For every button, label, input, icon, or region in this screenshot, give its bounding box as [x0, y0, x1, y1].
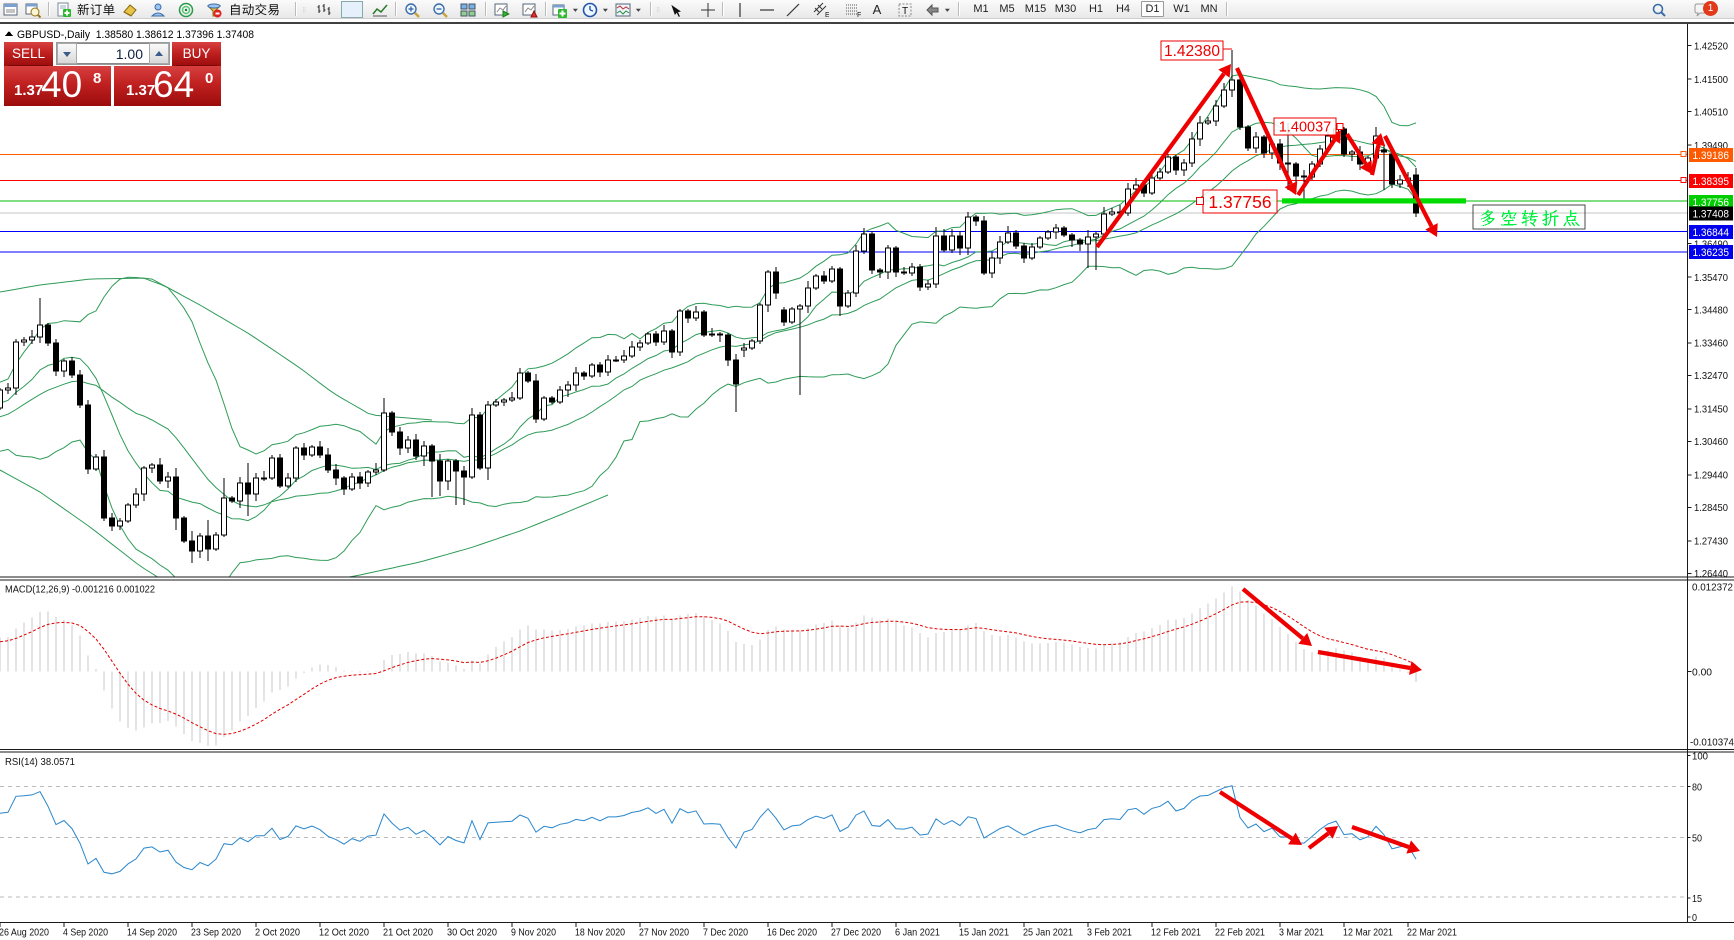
svg-text:18 Nov 2020: 18 Nov 2020	[575, 927, 625, 939]
svg-text:1.37756: 1.37756	[1208, 192, 1271, 212]
svg-text:23 Sep 2020: 23 Sep 2020	[191, 927, 241, 939]
svg-text:7 Dec 2020: 7 Dec 2020	[703, 927, 748, 939]
svg-text:1.41500: 1.41500	[1694, 74, 1728, 86]
svg-text:22 Feb 2021: 22 Feb 2021	[1215, 927, 1265, 939]
svg-text:1.38395: 1.38395	[1693, 176, 1730, 188]
svg-text:1.40037: 1.40037	[1279, 120, 1331, 136]
svg-text:1.26440: 1.26440	[1694, 568, 1728, 580]
svg-text:1.33460: 1.33460	[1694, 338, 1728, 350]
svg-text:15 Jan 2021: 15 Jan 2021	[959, 927, 1009, 939]
svg-text:15: 15	[1692, 893, 1702, 905]
svg-text:F: F	[857, 12, 861, 18]
svg-text:1.42520: 1.42520	[1694, 40, 1728, 52]
svg-text:1.34480: 1.34480	[1694, 304, 1728, 316]
svg-text:1.39186: 1.39186	[1693, 150, 1730, 162]
svg-text:27 Nov 2020: 27 Nov 2020	[639, 927, 689, 939]
svg-text:21 Oct 2020: 21 Oct 2020	[383, 927, 433, 939]
svg-text:12 Feb 2021: 12 Feb 2021	[1151, 927, 1201, 939]
svg-text:0.00: 0.00	[1692, 667, 1712, 679]
svg-text:-0.010374: -0.010374	[1690, 737, 1734, 749]
svg-text:1.36844: 1.36844	[1693, 227, 1730, 239]
svg-text:1.28450: 1.28450	[1694, 502, 1728, 514]
svg-text:27 Dec 2020: 27 Dec 2020	[831, 927, 881, 939]
svg-text:T: T	[902, 6, 908, 17]
svg-text:30 Oct 2020: 30 Oct 2020	[447, 927, 497, 939]
svg-text:1.32470: 1.32470	[1694, 370, 1728, 382]
svg-text:25 Jan 2021: 25 Jan 2021	[1023, 927, 1073, 939]
svg-text:9 Nov 2020: 9 Nov 2020	[511, 927, 556, 939]
svg-text:80: 80	[1692, 781, 1702, 793]
svg-text:14 Sep 2020: 14 Sep 2020	[127, 927, 177, 939]
svg-text:100: 100	[1692, 751, 1708, 763]
svg-text:1.27430: 1.27430	[1694, 536, 1728, 548]
svg-text:1.37408: 1.37408	[1693, 208, 1730, 220]
svg-text:26 Aug 2020: 26 Aug 2020	[0, 927, 49, 939]
svg-text:GBPUSD-,Daily 1.38580 1.38612: GBPUSD-,Daily 1.38580 1.38612 1.37396 1.…	[17, 29, 254, 41]
svg-text:1.31450: 1.31450	[1694, 404, 1728, 416]
svg-text:12 Oct 2020: 12 Oct 2020	[319, 927, 369, 939]
svg-text:1.35470: 1.35470	[1694, 272, 1728, 284]
svg-text:1.40510: 1.40510	[1694, 106, 1728, 118]
svg-text:0: 0	[1692, 912, 1697, 924]
svg-text:1.29440: 1.29440	[1694, 470, 1728, 482]
svg-text:RSI(14) 38.0571: RSI(14) 38.0571	[5, 756, 75, 768]
svg-text:3 Mar 2021: 3 Mar 2021	[1279, 927, 1324, 939]
svg-text:E: E	[825, 12, 829, 18]
svg-text:1.37756: 1.37756	[1693, 197, 1730, 209]
svg-text:3 Feb 2021: 3 Feb 2021	[1087, 927, 1132, 939]
svg-text:50: 50	[1692, 833, 1702, 845]
svg-text:6 Jan 2021: 6 Jan 2021	[895, 927, 940, 939]
svg-text:1.30460: 1.30460	[1694, 436, 1728, 448]
svg-text:1.42380: 1.42380	[1164, 43, 1220, 60]
svg-text:2 Oct 2020: 2 Oct 2020	[255, 927, 300, 939]
svg-text:MACD(12,26,9) -0.001216 0.0010: MACD(12,26,9) -0.001216 0.001022	[5, 584, 155, 596]
svg-text:0.012372: 0.012372	[1692, 582, 1733, 594]
svg-text:22 Mar 2021: 22 Mar 2021	[1407, 927, 1457, 939]
svg-text:16 Dec 2020: 16 Dec 2020	[767, 927, 817, 939]
svg-text:1.36235: 1.36235	[1693, 247, 1730, 259]
svg-text:4 Sep 2020: 4 Sep 2020	[63, 927, 108, 939]
svg-text:12 Mar 2021: 12 Mar 2021	[1343, 927, 1393, 939]
